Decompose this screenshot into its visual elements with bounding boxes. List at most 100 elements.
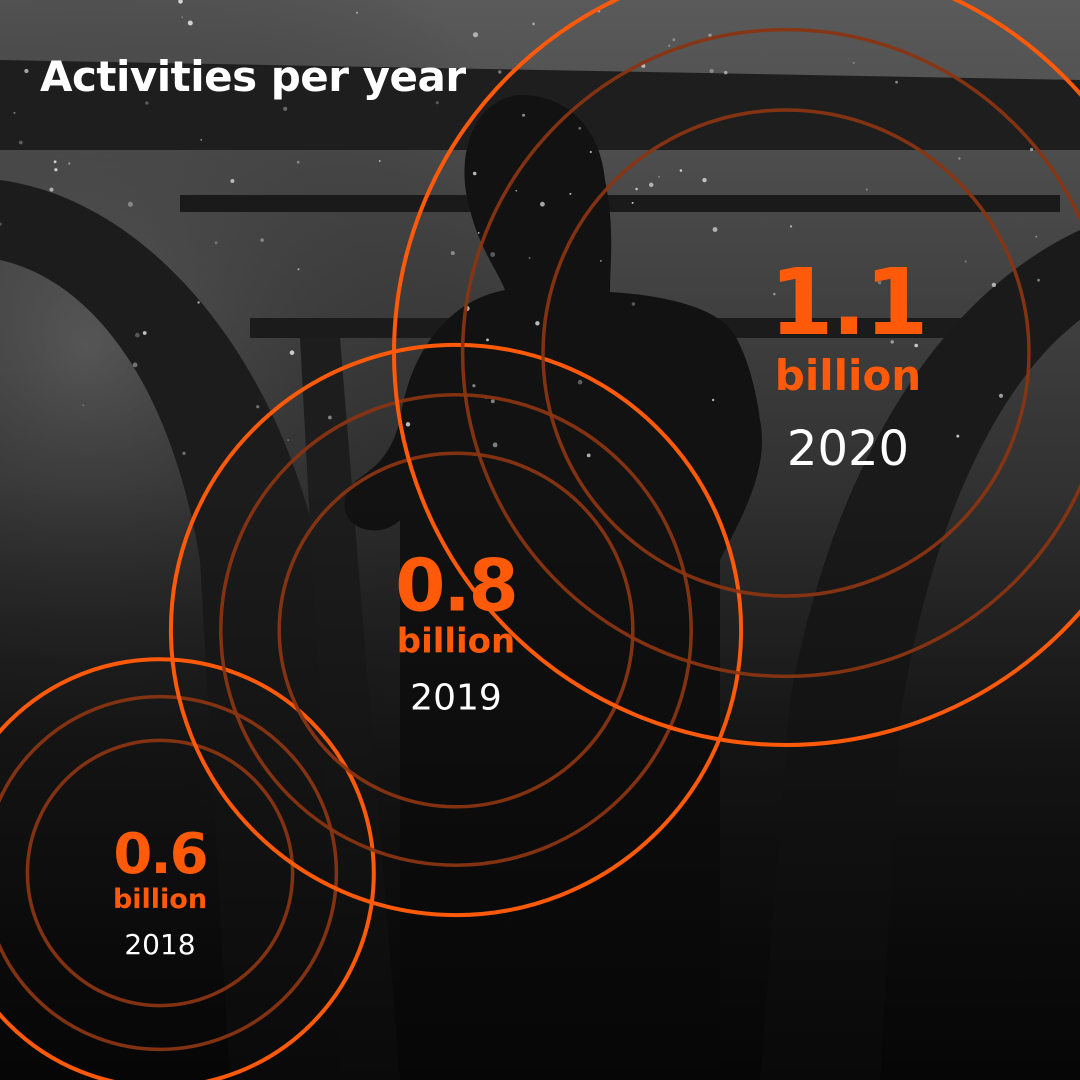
dust-speck	[53, 160, 57, 164]
ring-2020-outer	[392, 0, 1080, 747]
dust-speck	[712, 227, 718, 232]
dust-speck	[865, 188, 868, 191]
dust-speck	[54, 168, 58, 172]
dust-speck	[589, 150, 592, 154]
dust-speck	[528, 257, 531, 259]
dust-speck	[890, 340, 894, 344]
dust-speck	[658, 175, 660, 178]
dust-speck	[578, 126, 582, 130]
dust-speck	[702, 177, 707, 183]
chart-title: Activities per year	[40, 52, 466, 101]
dust-speck	[668, 44, 671, 47]
data-label-unit: billion	[112, 884, 208, 916]
dust-speck	[187, 20, 193, 26]
dust-speck	[679, 169, 683, 172]
dust-speck	[577, 379, 583, 385]
ring-2018-middle	[0, 694, 339, 1052]
ring-2019-middle	[219, 393, 693, 867]
dust-speck	[1030, 147, 1034, 152]
ring-2019-outer	[168, 342, 744, 918]
data-label-unit: billion	[396, 621, 516, 662]
bubble-2020: 1.1 billion 2020	[769, 248, 929, 478]
dust-speck	[135, 332, 140, 338]
dust-speck	[789, 225, 793, 228]
dust-speck	[197, 301, 200, 304]
dust-speck	[260, 238, 264, 242]
dust-speck	[540, 201, 545, 207]
dust-speck	[1035, 235, 1038, 238]
dust-speck	[182, 451, 186, 455]
dust-speck	[1037, 278, 1040, 282]
data-label-unit: billion	[774, 350, 922, 400]
dust-speck	[515, 189, 518, 192]
dust-speck	[472, 384, 476, 388]
ring-2020-middle	[460, 27, 1080, 679]
ring-2019-inner	[277, 451, 635, 809]
dust-speck	[289, 350, 295, 356]
ring-2018-inner	[25, 738, 295, 1008]
dust-speck	[132, 362, 138, 368]
dust-speck	[200, 139, 203, 141]
dust-speck	[914, 343, 918, 348]
dust-speck	[472, 32, 479, 38]
dust-speck	[24, 68, 29, 74]
dust-speck	[649, 182, 654, 187]
dust-speck	[435, 101, 439, 105]
dust-speck	[723, 70, 728, 75]
dust-speck	[378, 160, 381, 162]
dust-speck	[178, 0, 183, 4]
dust-speck	[230, 179, 235, 183]
dust-speck	[490, 399, 495, 404]
dust-speck	[472, 171, 477, 176]
dust-speck	[522, 113, 526, 117]
dust-speck	[711, 398, 715, 402]
data-label-year: 2019	[410, 677, 502, 719]
dust-speck	[256, 405, 260, 409]
dust-speck	[599, 259, 602, 262]
dust-speck	[296, 160, 300, 164]
dust-speck	[297, 268, 300, 271]
dust-speck	[895, 80, 898, 84]
dust-speck	[68, 162, 71, 165]
dust-speck	[998, 393, 1004, 398]
bubble-2019: 0.8 billion 2019	[395, 543, 519, 719]
dust-speck	[631, 302, 636, 306]
dust-speck	[214, 241, 218, 245]
dust-particles	[0, 0, 1040, 458]
dust-speck	[635, 187, 638, 191]
dust-speck	[586, 453, 591, 458]
data-label-year: 2020	[786, 421, 910, 478]
dust-speck	[328, 415, 332, 420]
ring-2018-outer	[0, 657, 376, 1080]
dust-speck	[991, 282, 997, 288]
dust-speck	[852, 61, 855, 64]
dust-speck	[492, 442, 498, 448]
dust-speck	[486, 338, 489, 342]
dust-speck	[477, 232, 480, 234]
dust-speck	[958, 157, 961, 160]
dust-speck	[82, 404, 85, 407]
dust-speck	[709, 68, 714, 73]
dust-speck	[18, 140, 23, 145]
dust-speck	[356, 11, 358, 14]
dust-speck	[535, 321, 540, 326]
dust-speck	[631, 201, 634, 204]
data-label-value: 1.1	[769, 248, 929, 356]
dust-speck	[127, 201, 133, 207]
dust-speck	[490, 252, 496, 257]
dust-speck	[405, 422, 411, 427]
dust-speck	[13, 111, 16, 114]
dust-speck	[672, 38, 676, 42]
dust-speck	[877, 280, 882, 285]
bubble-2018: 0.6 billion 2018	[112, 827, 209, 961]
data-label-value: 0.8	[395, 543, 519, 628]
dust-speck	[708, 33, 712, 37]
dust-speck	[773, 292, 776, 296]
dust-speck	[49, 187, 54, 192]
dust-speck	[181, 16, 184, 19]
data-label-year: 2018	[124, 927, 196, 961]
